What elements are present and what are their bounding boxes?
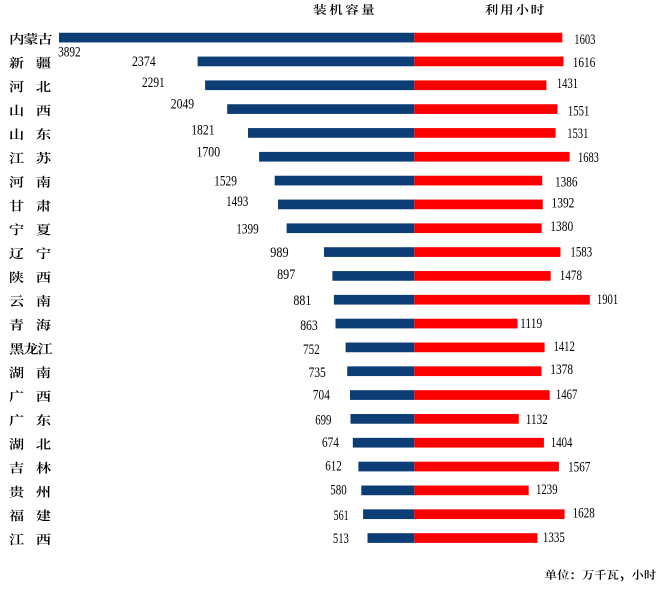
- svg-text:1567: 1567: [568, 460, 590, 476]
- svg-text:1901: 1901: [597, 292, 618, 308]
- svg-text:2049: 2049: [171, 97, 194, 113]
- svg-text:1583: 1583: [570, 245, 592, 261]
- svg-text:1551: 1551: [568, 104, 589, 120]
- svg-text:612: 612: [325, 459, 342, 475]
- svg-text:1335: 1335: [543, 530, 565, 546]
- svg-text:699: 699: [315, 413, 331, 429]
- svg-text:1132: 1132: [526, 412, 548, 428]
- svg-text:752: 752: [303, 342, 320, 358]
- svg-text:1529: 1529: [214, 174, 237, 190]
- svg-text:1531: 1531: [567, 126, 588, 142]
- svg-text:989: 989: [270, 245, 288, 261]
- svg-text:580: 580: [330, 483, 347, 499]
- svg-text:1380: 1380: [550, 219, 573, 235]
- svg-text:1683: 1683: [578, 150, 599, 166]
- svg-text:1493: 1493: [226, 194, 248, 210]
- svg-text:863: 863: [300, 318, 318, 334]
- svg-text:1392: 1392: [552, 196, 575, 212]
- svg-text:881: 881: [293, 293, 311, 309]
- svg-text:513: 513: [333, 531, 349, 547]
- svg-text:2291: 2291: [142, 75, 165, 91]
- svg-text:674: 674: [322, 435, 339, 451]
- svg-text:2374: 2374: [132, 54, 156, 70]
- svg-text:1821: 1821: [191, 123, 214, 139]
- svg-text:1412: 1412: [554, 339, 575, 355]
- svg-text:1119: 1119: [520, 316, 542, 332]
- svg-text:3892: 3892: [58, 45, 81, 61]
- svg-text:1467: 1467: [556, 387, 577, 403]
- svg-text:1616: 1616: [573, 55, 596, 71]
- svg-text:1628: 1628: [573, 505, 595, 521]
- svg-text:1700: 1700: [197, 144, 221, 160]
- svg-text:1478: 1478: [560, 268, 582, 284]
- svg-text:735: 735: [309, 365, 326, 381]
- svg-text:1603: 1603: [574, 32, 595, 48]
- svg-text:1399: 1399: [236, 221, 258, 237]
- svg-text:1378: 1378: [550, 362, 573, 378]
- svg-text:1431: 1431: [557, 76, 578, 92]
- svg-text:1404: 1404: [551, 435, 573, 451]
- svg-text:561: 561: [334, 508, 349, 524]
- svg-text:897: 897: [277, 267, 295, 283]
- svg-text:1386: 1386: [555, 174, 578, 190]
- svg-text:704: 704: [313, 388, 330, 404]
- svg-text:1239: 1239: [536, 482, 558, 498]
